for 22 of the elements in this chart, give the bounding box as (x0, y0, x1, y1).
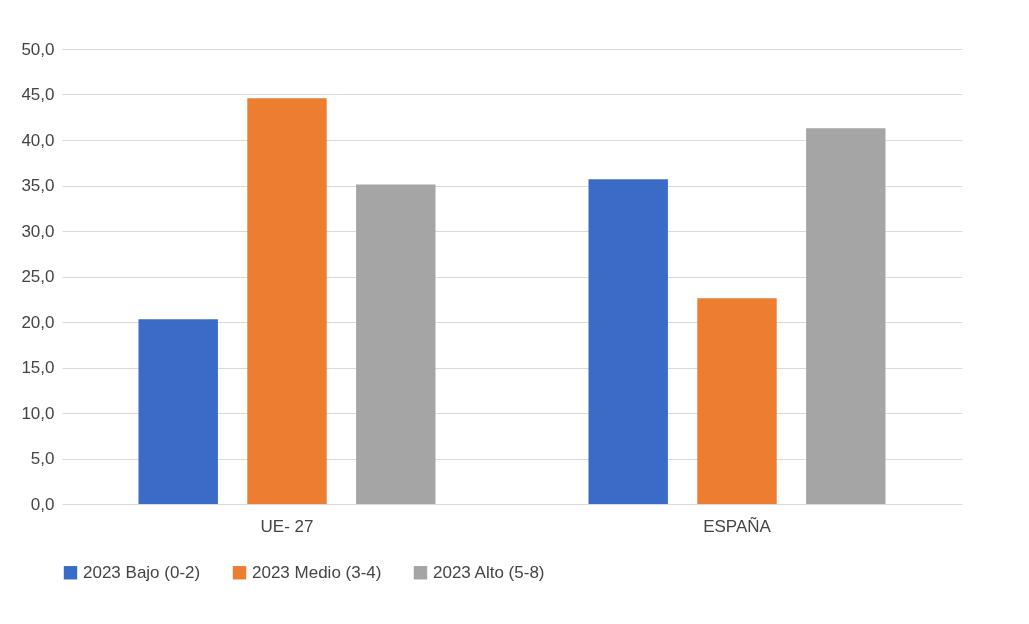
y-tick-label: 0,0 (30, 494, 55, 514)
bar (247, 98, 327, 504)
legend-label: 2023 Bajo (0-2) (83, 562, 201, 582)
legend-label: 2023 Alto (5-8) (433, 562, 545, 582)
y-tick-label: 15,0 (21, 358, 55, 377)
x-tick-label: UE- 27 (260, 516, 314, 536)
y-tick-label: 35,0 (21, 176, 55, 195)
y-tick-label: 30,0 (21, 221, 55, 241)
y-tick-label: 45,0 (21, 85, 55, 104)
bar (356, 184, 436, 504)
bar (588, 179, 668, 504)
y-tick-label: 5,0 (30, 449, 55, 468)
bar (697, 298, 777, 504)
y-tick-label: 20,0 (21, 312, 55, 332)
y-tick-label: 10,0 (21, 403, 55, 423)
bar (138, 319, 218, 504)
y-tick-label: 50,0 (21, 39, 55, 59)
y-tick-label: 40,0 (21, 130, 55, 150)
legend-label: 2023 Medio (3-4) (252, 562, 382, 582)
y-tick-label: 25,0 (21, 267, 55, 286)
x-tick-label: ESPAÑA (703, 516, 772, 536)
bar (806, 128, 886, 504)
